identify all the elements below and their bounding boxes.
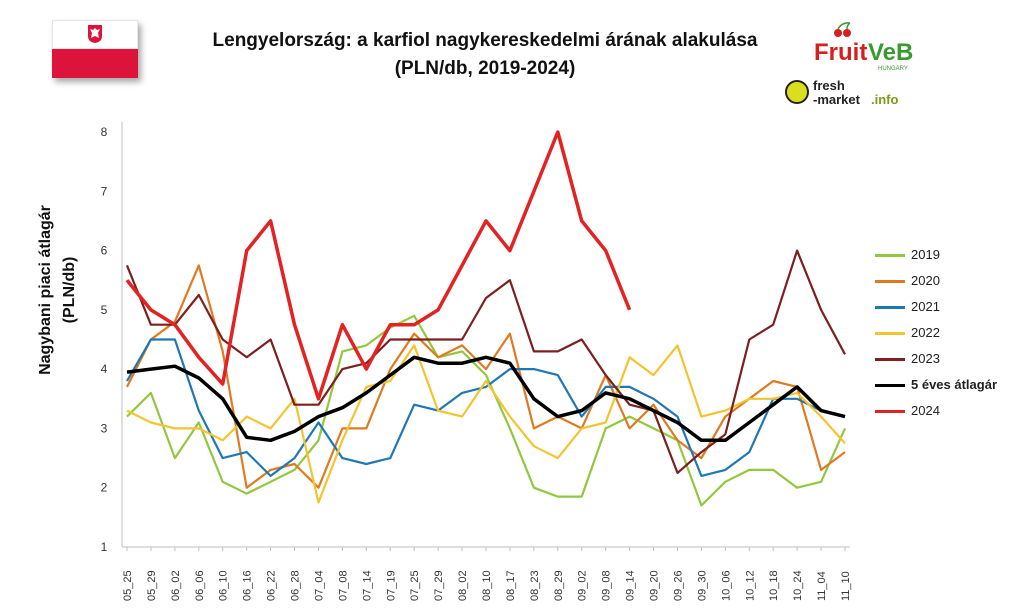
x-tick-label: 06_22 [266, 570, 278, 601]
x-tick-label: 07_08 [337, 570, 349, 601]
legend-label: 2021 [911, 299, 940, 314]
chart-title: Lengyelország: a karfiol nagykereskedelm… [212, 30, 758, 51]
series-line-0 [126, 314, 847, 507]
x-tick-label: 11_04 [816, 571, 828, 601]
x-tick-label: 10_06 [720, 570, 732, 601]
series-line-3 [126, 344, 846, 504]
legend-swatch [875, 332, 905, 335]
y-tick-label: 3 [101, 421, 108, 435]
svg-text:HUNGARY: HUNGARY [878, 66, 908, 72]
eagle-emblem-icon [88, 25, 102, 43]
freshmarket-wordmark-logo: fresh -market .info [813, 78, 898, 107]
x-tick-label: 06_06 [194, 570, 206, 601]
legend-swatch [875, 306, 905, 309]
y-tick-label: 2 [101, 481, 108, 495]
legend-item: 2023 [875, 350, 1005, 376]
legend-label: 5 éves átlagár [911, 377, 998, 392]
x-tick-label: 07_25 [409, 570, 421, 601]
svg-text:.info: .info [871, 92, 898, 107]
x-tick-label: 08_02 [457, 570, 469, 601]
x-tick-label: 08_17 [505, 570, 517, 601]
x-tick-label: 07_14 [361, 570, 373, 601]
x-tick-label: 05_29 [146, 570, 158, 601]
legend-swatch [875, 384, 905, 387]
legend-swatch [875, 254, 905, 257]
legend-swatch [875, 410, 905, 413]
svg-text:fresh: fresh [813, 78, 845, 93]
series-line-5 [126, 355, 846, 443]
y-axis-title-line1: Nagybani piaci átlagár [37, 205, 54, 375]
chart-legend: 2019 2020 2021 2022 2023 5 éves átlagár 2024 [875, 246, 1005, 428]
svg-text:Fruit: Fruit [814, 39, 867, 66]
x-tick-label: 06_10 [218, 570, 230, 601]
y-tick-label: 7 [101, 184, 108, 198]
x-tick-label: 06_16 [242, 570, 254, 601]
legend-swatch [875, 358, 905, 361]
x-tick-label: 09_20 [649, 570, 661, 601]
legend-swatch [875, 280, 905, 283]
legend-item: 2020 [875, 272, 1005, 298]
cherries-icon [834, 22, 851, 37]
legend-label: 2019 [911, 247, 940, 262]
x-tick-label: 08_29 [553, 570, 565, 601]
legend-item: 2024 [875, 402, 1005, 428]
svg-text:-market: -market [813, 92, 861, 107]
legend-item: 2022 [875, 324, 1005, 350]
x-tick-label: 08_10 [481, 570, 493, 601]
x-tick-label: 10_24 [792, 570, 804, 601]
chart-series [125, 130, 847, 507]
freshmarket-logo: fresh -market .info [785, 78, 925, 108]
fruitveb-logo: Fruit VeB HUNGARY [812, 22, 922, 78]
y-tick-label: 8 [101, 125, 108, 139]
x-tick-label: 09_26 [672, 570, 684, 601]
legend-label: 2022 [911, 325, 940, 340]
x-tick-label: 07_04 [313, 570, 325, 601]
flag-red-band [52, 49, 138, 78]
legend-label: 2020 [911, 273, 940, 288]
series-line-6 [125, 130, 632, 401]
y-tick-label: 4 [101, 362, 108, 376]
chart-axes: 1 2 3 4 5 6 7 8 05_25 05_29 06_02 06_06 06_10 06_16 06… [101, 122, 852, 601]
x-tick-label: 06_02 [170, 570, 182, 601]
legend-item: 2021 [875, 298, 1005, 324]
chart-title-block: Lengyelország: a karfiol nagykereskedelm… [185, 27, 785, 83]
y-tick-label: 6 [101, 244, 108, 258]
flag-white-band [52, 20, 138, 49]
legend-item: 2019 [875, 246, 1005, 272]
y-axis-title-line2: (PLN/db) [61, 257, 78, 324]
legend-item: 5 éves átlagár [875, 376, 1005, 402]
x-tick-label: 05_25 [122, 570, 134, 601]
x-tick-label: 10_12 [744, 570, 756, 601]
x-tick-label: 09_08 [601, 570, 613, 601]
x-tick-label: 10_18 [768, 570, 780, 601]
x-tick-label: 07_19 [385, 570, 397, 601]
poland-flag [52, 20, 138, 78]
svg-text:VeB: VeB [868, 39, 913, 66]
y-axis-title: Nagybani piaci átlagár (PLN/db) [37, 205, 78, 375]
y-tick-label: 5 [101, 303, 108, 317]
x-tick-label: 07_29 [433, 570, 445, 601]
series-line-1 [126, 264, 846, 489]
chart-subtitle: (PLN/db, 2019-2024) [394, 58, 576, 79]
x-tick-label: 11_10 [840, 571, 852, 601]
freshmarket-badge-icon [785, 80, 809, 104]
x-tick-label: 09_02 [577, 570, 589, 601]
legend-label: 2024 [911, 403, 940, 418]
series-line-2 [126, 338, 846, 477]
legend-label: 2023 [911, 351, 940, 366]
fruitveb-wordmark-logo: Fruit VeB HUNGARY [814, 39, 913, 72]
x-tick-label: 09_30 [696, 570, 708, 601]
x-tick-label: 06_28 [290, 570, 302, 601]
x-tick-label: 08_23 [529, 570, 541, 601]
series-line-4 [125, 249, 846, 474]
x-tick-label: 09_14 [625, 570, 637, 601]
y-tick-label: 1 [101, 540, 108, 554]
